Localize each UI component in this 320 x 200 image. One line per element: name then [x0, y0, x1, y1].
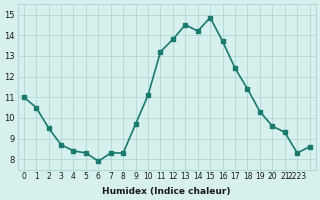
X-axis label: Humidex (Indice chaleur): Humidex (Indice chaleur) — [102, 187, 231, 196]
